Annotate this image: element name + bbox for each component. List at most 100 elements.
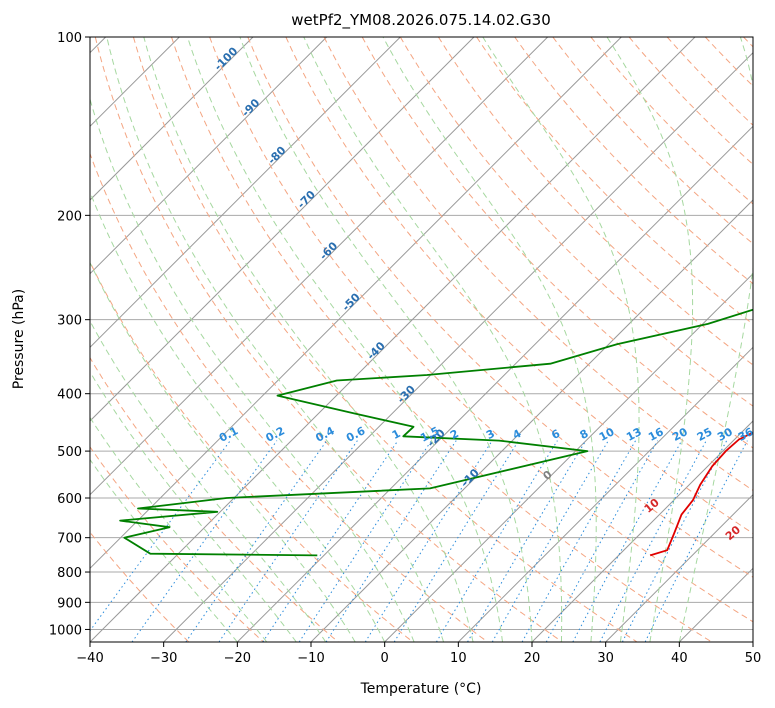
x-tick-label: −20	[224, 651, 251, 666]
dry-adiabat-line	[94, 37, 563, 642]
isotherm-line	[90, 37, 549, 496]
sounding-traces	[119, 308, 753, 557]
isotherm-line	[90, 37, 401, 349]
mixing-ratio-label: 25	[695, 425, 715, 444]
x-tick-label: 50	[745, 651, 762, 666]
mixing-ratio-line	[599, 440, 707, 642]
mixing-ratio-label: 20	[670, 425, 690, 444]
background-lines	[90, 37, 753, 642]
moist-adiabat-line	[482, 37, 640, 642]
mixing-ratio-line	[521, 440, 637, 642]
dry-adiabat-line	[704, 37, 753, 87]
dry-adiabat-line	[514, 37, 753, 285]
dry-adiabat-line	[90, 531, 190, 642]
mixing-ratio-label: 0.2	[264, 424, 287, 445]
dry-adiabat-line	[132, 37, 638, 642]
dewpoint-trace	[119, 308, 753, 557]
x-tick-label: 20	[524, 651, 541, 666]
plot-frame	[89, 36, 754, 643]
mixing-ratio-line	[644, 440, 748, 642]
moist-adiabat-line	[382, 37, 597, 642]
x-tick-label: 0	[381, 651, 389, 666]
isotherm-label: -10	[459, 466, 482, 489]
moist-adiabat-line	[187, 37, 503, 642]
moist-adiabat-line	[90, 416, 268, 642]
isotherm-line	[752, 641, 753, 642]
mixing-ratio-line	[185, 440, 328, 642]
mixing-ratio-label: 10	[597, 425, 617, 444]
moist-adiabat-line	[90, 370, 297, 642]
line-labels: -100-90-80-70-60-50-40-30-20-100.1 0.2 0.4…	[212, 44, 756, 543]
moist-adiabat-label: 20	[723, 523, 743, 543]
y-tick-label: 300	[57, 314, 82, 329]
dry-adiabat-line	[437, 37, 753, 366]
dry-adiabat-line	[666, 37, 753, 126]
dry-adiabat-line	[90, 356, 339, 642]
moist-adiabat-line	[90, 97, 415, 642]
moist-adiabat-line	[90, 261, 356, 642]
isotherm-line	[90, 37, 622, 570]
mixing-ratio-line	[545, 440, 659, 642]
axis-ticks: −40 −30 −20 −10 0 10 20 30 40 5010020030040050060…	[49, 31, 761, 666]
isotherm-line	[531, 420, 753, 642]
y-tick-label: 1000	[49, 623, 82, 638]
mixing-ratio-line	[621, 440, 728, 642]
dry-adiabat-line	[323, 37, 753, 491]
isotherm-line	[90, 37, 475, 422]
temperature-trace	[649, 431, 753, 557]
mixing-ratio-line	[467, 440, 587, 642]
isotherm-label: -50	[340, 290, 363, 313]
x-tick-label: −10	[297, 651, 324, 666]
isotherm-line	[236, 125, 753, 642]
mixing-ratio-label: 0.4	[313, 424, 337, 445]
dry-adiabat-line	[590, 37, 753, 205]
dry-adiabat-line	[209, 37, 753, 623]
isotherm-line	[457, 346, 753, 642]
mixing-ratio-line	[491, 440, 609, 642]
mixing-ratio-line	[131, 440, 278, 642]
isotherm-label: -100	[212, 44, 241, 73]
y-axis-label: Pressure (hPa)	[11, 289, 27, 389]
x-tick-label: −30	[150, 651, 177, 666]
dry-adiabat-line	[476, 37, 753, 325]
moist-adiabat-line	[303, 37, 563, 642]
x-tick-label: 30	[597, 651, 614, 666]
moist-adiabat-line	[143, 37, 474, 642]
mixing-ratio-line	[325, 440, 457, 642]
dry-adiabat-line	[171, 37, 712, 642]
moist-adiabat-line	[106, 37, 445, 642]
x-tick-label: 40	[671, 651, 688, 666]
isotherm-line	[90, 37, 254, 201]
mixing-ratio-line	[435, 440, 558, 642]
mixing-ratio-label: 0.1	[217, 424, 240, 445]
mixing-ratio-label: 13	[624, 425, 644, 444]
dry-adiabat-line	[247, 37, 753, 578]
moist-adiabat-line	[678, 37, 753, 642]
mixing-ratio-line	[393, 440, 520, 642]
moist-adiabat-line	[90, 458, 238, 642]
mixing-ratio-line	[298, 440, 432, 642]
moist-adiabat-line	[239, 37, 533, 642]
dry-adiabat-line	[285, 37, 753, 535]
moist-adiabat-label: 10	[642, 496, 662, 516]
mixing-ratio-label: 30	[715, 425, 735, 444]
y-tick-label: 400	[57, 388, 82, 403]
x-tick-label: 10	[450, 651, 467, 666]
moist-adiabat-line	[606, 37, 694, 642]
mixing-ratio-label: 16	[646, 425, 666, 444]
mixing-ratio-label: 36	[736, 425, 756, 444]
isotherm-line	[310, 199, 753, 642]
isotherm-label: -80	[265, 144, 288, 167]
chart-title: wetPf2_YM08.2026.075.14.02.G30	[291, 11, 550, 30]
moist-adiabat-label: 0	[540, 468, 554, 483]
y-tick-label: 900	[57, 596, 82, 611]
isotherm-label: -30	[395, 383, 418, 406]
mixing-ratio-label: 2	[448, 427, 461, 442]
dry-adiabat-line	[90, 152, 488, 642]
isotherm-line	[90, 37, 696, 642]
mixing-ratio-line	[572, 440, 683, 642]
moist-adiabat-line	[90, 320, 327, 642]
mixing-ratio-line	[90, 440, 231, 632]
dry-adiabat-line	[90, 446, 264, 642]
